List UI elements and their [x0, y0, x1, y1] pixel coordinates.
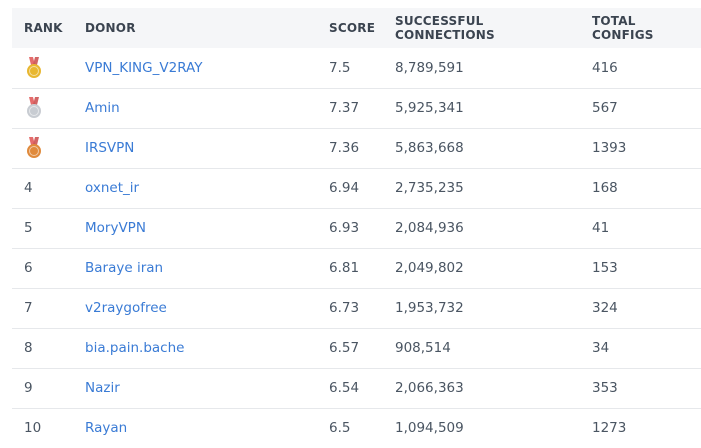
table-row: 10 Rayan 6.5 1,094,509 1273 [12, 408, 701, 448]
donor-cell: VPN_KING_V2RAY [73, 48, 317, 88]
table-row: 7 v2raygofree 6.73 1,953,732 324 [12, 288, 701, 328]
table-header: RANK DONOR SCORE SUCCESSFUL CONNECTIONS … [12, 8, 701, 48]
connections-cell: 2,735,235 [395, 180, 464, 196]
total-configs-cell: 416 [592, 59, 618, 76]
score-cell: 6.57 [329, 340, 360, 356]
rank-cell: 10 [24, 420, 42, 437]
bronze-medal-icon [24, 137, 44, 159]
donor-cell: Rayan [73, 408, 317, 448]
connections-cell: 5,863,668 [395, 140, 464, 156]
table-body: VPN_KING_V2RAY 7.5 8,789,591 416 Amin 7.37 5,9… [12, 48, 701, 448]
donor-link[interactable]: Amin [85, 100, 120, 116]
donor-link[interactable]: bia.pain.bache [85, 340, 185, 356]
donor-cell: IRSVPN [73, 128, 317, 168]
connections-cell: 1,094,509 [395, 420, 464, 437]
rank-cell [12, 48, 73, 88]
donor-link[interactable]: oxnet_ir [85, 180, 140, 196]
total-configs-cell: 168 [592, 180, 618, 196]
donor-cell: MoryVPN [73, 208, 317, 248]
table-row: 6 Baraye iran 6.81 2,049,802 153 [12, 248, 701, 288]
table-row: 9 Nazir 6.54 2,066,363 353 [12, 368, 701, 408]
donor-link[interactable]: Baraye iran [85, 260, 164, 276]
total-configs-cell: 324 [592, 300, 618, 316]
donor-link[interactable]: MoryVPN [85, 220, 146, 236]
table-row: Amin 7.37 5,925,341 567 [12, 88, 701, 128]
score-cell: 6.94 [329, 180, 360, 196]
table-row: IRSVPN 7.36 5,863,668 1393 [12, 128, 701, 168]
donor-cell: Amin [73, 88, 317, 128]
donor-cell: bia.pain.bache [73, 328, 317, 368]
donor-link[interactable]: Rayan [85, 420, 128, 437]
connections-cell: 2,066,363 [395, 380, 464, 396]
donor-link[interactable]: IRSVPN [85, 140, 135, 156]
total-configs-cell: 1393 [592, 140, 627, 156]
donor-cell: v2raygofree [73, 288, 317, 328]
donor-column-header[interactable]: DONOR [85, 21, 136, 35]
score-cell: 6.81 [329, 260, 360, 276]
connections-cell: 5,925,341 [395, 100, 464, 116]
rank-cell [12, 128, 73, 168]
total-configs-cell: 567 [592, 100, 618, 116]
score-column-header[interactable]: SCORE [329, 21, 376, 35]
leaderboard-table: RANK DONOR SCORE SUCCESSFUL CONNECTIONS … [12, 8, 701, 448]
total-configs-cell: 353 [592, 380, 618, 396]
connections-cell: 8,789,591 [395, 59, 464, 76]
table-row: VPN_KING_V2RAY 7.5 8,789,591 416 [12, 48, 701, 88]
gold-medal-icon [24, 56, 44, 79]
connections-column-header[interactable]: SUCCESSFUL CONNECTIONS [395, 14, 495, 42]
total-configs-column-header[interactable]: TOTAL CONFIGS [592, 14, 654, 42]
score-cell: 7.5 [329, 59, 351, 76]
donor-link[interactable]: VPN_KING_V2RAY [85, 59, 203, 76]
score-cell: 6.5 [329, 420, 351, 437]
donor-link[interactable]: Nazir [85, 380, 120, 396]
score-cell: 6.73 [329, 300, 360, 316]
total-configs-cell: 1273 [592, 420, 627, 437]
donor-leaderboard: RANK DONOR SCORE SUCCESSFUL CONNECTIONS … [12, 8, 701, 448]
rank-cell: 5 [24, 220, 33, 236]
rank-cell: 7 [24, 300, 33, 316]
score-cell: 7.36 [329, 140, 360, 156]
score-cell: 6.54 [329, 380, 360, 396]
table-row: 4 oxnet_ir 6.94 2,735,235 168 [12, 168, 701, 208]
rank-column-header[interactable]: RANK [24, 21, 63, 35]
rank-cell: 9 [24, 380, 33, 396]
rank-cell: 4 [24, 180, 33, 196]
table-row: 5 MoryVPN 6.93 2,084,936 41 [12, 208, 701, 248]
connections-cell: 2,049,802 [395, 260, 464, 276]
donor-link[interactable]: v2raygofree [85, 300, 167, 316]
connections-cell: 908,514 [395, 340, 451, 356]
donor-cell: Baraye iran [73, 248, 317, 288]
rank-cell: 6 [24, 260, 33, 276]
connections-cell: 2,084,936 [395, 220, 464, 236]
table-row: 8 bia.pain.bache 6.57 908,514 34 [12, 328, 701, 368]
donor-cell: oxnet_ir [73, 168, 317, 208]
connections-cell: 1,953,732 [395, 300, 464, 316]
total-configs-cell: 41 [592, 220, 610, 236]
total-configs-cell: 34 [592, 340, 610, 356]
donor-cell: Nazir [73, 368, 317, 408]
total-configs-cell: 153 [592, 260, 618, 276]
rank-cell: 8 [24, 340, 33, 356]
rank-cell [12, 88, 73, 128]
score-cell: 7.37 [329, 100, 360, 116]
silver-medal-icon [24, 97, 44, 119]
score-cell: 6.93 [329, 220, 360, 236]
header-row: RANK DONOR SCORE SUCCESSFUL CONNECTIONS … [12, 8, 701, 48]
